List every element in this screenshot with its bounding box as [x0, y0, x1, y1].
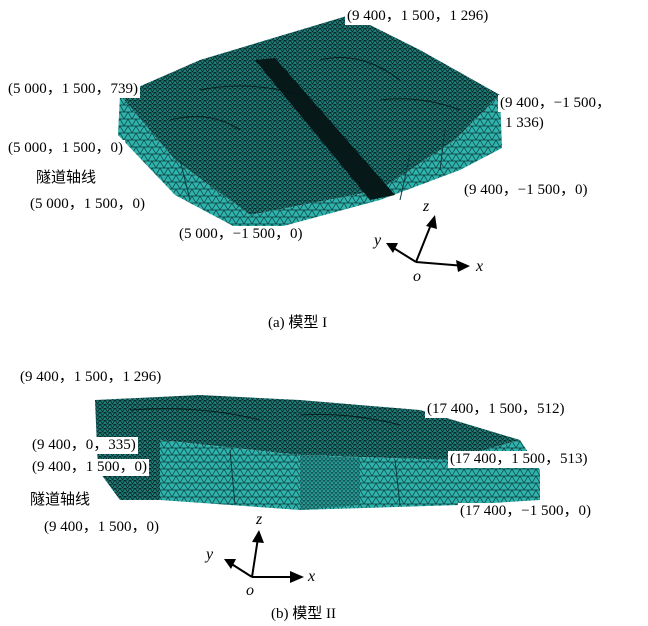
label-b-right-mid: (17 400，1 500，513) — [448, 451, 590, 468]
label-a-bottom: (5 000，−1 500，0) — [177, 226, 305, 243]
label-a-right-lower: (9 400，−1 500，0) — [462, 182, 590, 199]
axes-1 — [386, 215, 470, 272]
label-b-left-upper: (9 400，0，335) — [30, 437, 138, 454]
label-a-top-right: (9 400，1 500，1 296) — [345, 8, 491, 25]
model-1-mesh — [118, 15, 502, 235]
axis-b-o: o — [246, 582, 254, 599]
axes-2 — [224, 530, 304, 583]
label-a-left-mid: (5 000，1 500，0) — [6, 140, 125, 157]
label-a-right-upper-1: (9 400，−1 500， — [498, 95, 613, 112]
axis-a-z: z — [423, 198, 430, 215]
caption-b: (b) 模型 II — [271, 606, 336, 622]
label-a-tunnel-coord: (5 000，1 500，0) — [30, 196, 145, 212]
axis-a-x: x — [476, 258, 484, 275]
label-b-right-lower: (17 400，−1 500，0) — [458, 503, 593, 520]
label-b-tunnel-coord: (9 400，1 500，0) — [44, 519, 159, 535]
axis-a-y: y — [374, 232, 382, 249]
axis-b-x: x — [308, 568, 316, 585]
axis-b-y: y — [206, 546, 214, 563]
caption-a: (a) 模型 I — [268, 315, 328, 331]
axis-b-z: z — [256, 511, 263, 528]
label-a-tunnel-axis: 隧道轴线 — [36, 170, 97, 186]
axis-a-o: o — [413, 268, 421, 285]
label-b-tunnel-axis: 隧道轴线 — [30, 492, 91, 508]
label-a-top-left: (5 000，1 500，739) — [6, 81, 140, 98]
label-b-top-left: (9 400，1 500，1 296) — [18, 369, 164, 386]
label-a-right-upper-2: 1 336) — [503, 115, 546, 132]
label-b-top-right: (17 400，1 500，512) — [425, 401, 567, 418]
label-b-left-lower: (9 400，1 500，0) — [30, 459, 149, 476]
